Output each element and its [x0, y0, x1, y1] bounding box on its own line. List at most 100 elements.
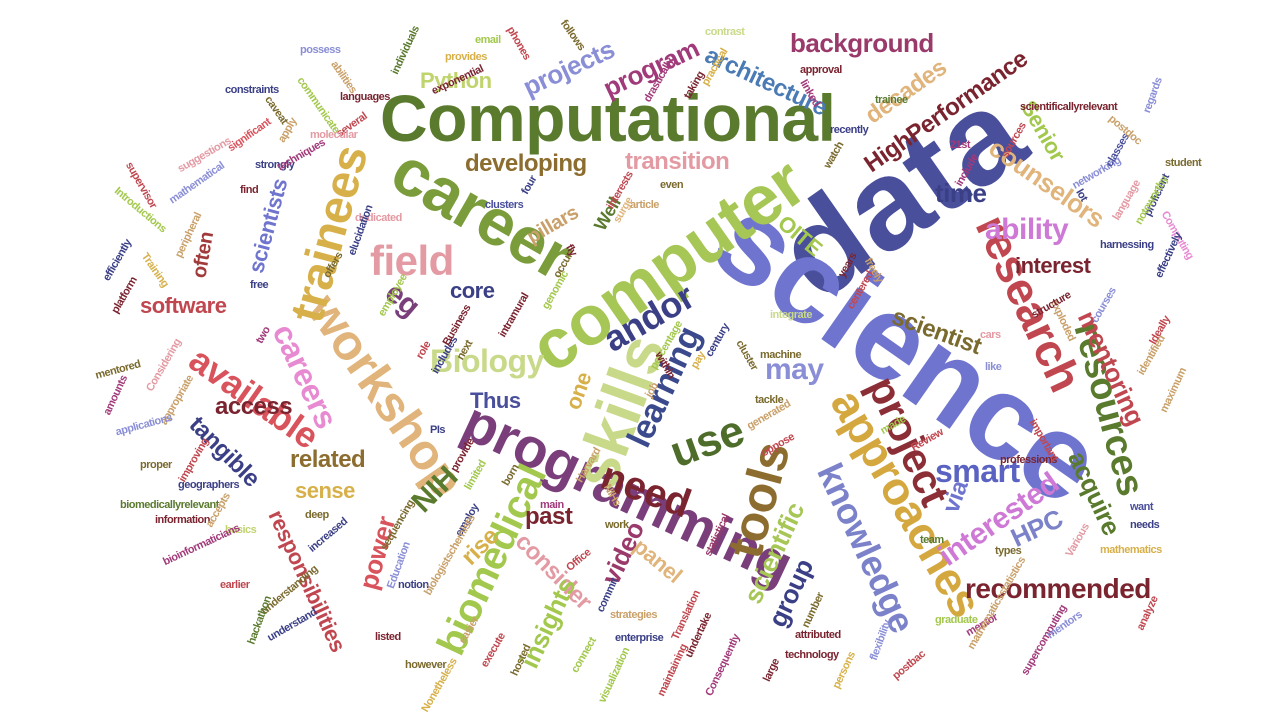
cloud-word: connect — [569, 635, 599, 676]
cloud-word: listed — [375, 631, 401, 643]
cloud-word: sense — [295, 478, 355, 503]
cloud-word: student — [1165, 157, 1202, 169]
cloud-word: may — [765, 353, 824, 386]
cloud-word: past — [525, 503, 573, 530]
cloud-word: proper — [140, 459, 172, 471]
cloud-word: work — [605, 519, 629, 531]
cloud-word: Various — [1063, 521, 1092, 559]
cloud-word: trainee — [875, 94, 908, 106]
cloud-word: Python — [420, 68, 492, 93]
cloud-word: possess — [300, 44, 341, 56]
cloud-word: Consequently — [703, 632, 743, 699]
cloud-word: constraints — [225, 84, 279, 96]
cloud-word: recently — [830, 124, 869, 136]
cloud-word: machine — [760, 349, 802, 361]
cloud-word: Computational — [380, 81, 836, 155]
cloud-word: like — [985, 361, 1002, 373]
cloud-word: smart — [935, 453, 1020, 489]
cloud-word: maximum — [1157, 366, 1190, 415]
cloud-word: earlier — [220, 579, 250, 591]
cloud-word: even — [660, 179, 684, 191]
cloud-word: communicate — [294, 74, 342, 136]
cloud-word: notion — [398, 579, 429, 591]
cloud-word: 21st — [950, 139, 971, 151]
cloud-word: postbac — [890, 648, 928, 683]
cloud-word: execute — [478, 631, 508, 670]
cloud-word: professions — [1000, 454, 1057, 466]
cloud-word: core — [450, 278, 495, 303]
cloud-word: information — [155, 514, 211, 526]
cloud-word: needs — [1130, 519, 1160, 531]
cloud-word: use — [663, 405, 751, 478]
cloud-word: want — [1130, 501, 1154, 513]
cloud-word: developing — [465, 150, 587, 177]
cloud-word: Biology — [430, 343, 544, 379]
cloud-word: regards — [1141, 75, 1165, 115]
cloud-word: however — [405, 659, 447, 671]
cloud-word: tackle — [755, 394, 784, 406]
cloud-word: PIs — [430, 424, 446, 436]
cloud-word: increased — [306, 515, 350, 555]
cloud-word: visualization — [596, 645, 633, 705]
cloud-word: field — [370, 237, 454, 284]
cloud-word: harnessing — [1100, 239, 1154, 251]
cloud-word: flexibility — [867, 618, 894, 663]
cloud-word: large — [760, 656, 782, 684]
cloud-word: team — [920, 534, 944, 546]
cloud-word: four — [519, 173, 540, 197]
cloud-word: biomedicallyrelevant — [120, 499, 219, 511]
cloud-word: effectively — [1153, 230, 1185, 280]
cloud-word: maintaining — [655, 642, 690, 699]
cloud-word: Office — [564, 546, 594, 574]
cloud-word: individuals — [389, 24, 422, 77]
cloud-word: interest — [1015, 253, 1091, 278]
cloud-word: century — [703, 321, 732, 359]
cloud-word: phones — [504, 24, 533, 62]
cloud-word: email — [475, 34, 501, 46]
cloud-word: main — [540, 499, 564, 511]
cloud-word: free — [250, 279, 269, 291]
cloud-word: time — [935, 178, 987, 208]
cloud-word: improving — [176, 436, 212, 485]
cloud-word: bioinformaticians — [161, 522, 242, 569]
cloud-word: languages — [340, 91, 390, 103]
cloud-word: transition — [625, 148, 730, 175]
cloud-word: enterprise — [615, 632, 664, 644]
cloud-word: significant — [225, 115, 274, 155]
cloud-word: platform — [109, 274, 140, 316]
cloud-word: article — [630, 199, 659, 211]
cloud-word: applications — [114, 411, 174, 439]
cloud-word: dedicated — [355, 212, 402, 224]
cloud-word: software — [140, 293, 227, 318]
cloud-word: Training — [138, 250, 171, 290]
cloud-word: deep — [305, 509, 329, 521]
cloud-word: mathematics — [1100, 544, 1162, 556]
cloud-word: molecular — [310, 129, 358, 141]
cloud-word: background — [790, 28, 934, 58]
cloud-word: access — [215, 393, 293, 420]
cloud-word: supercomputing — [1019, 602, 1070, 678]
cloud-word: understand — [265, 606, 319, 644]
cloud-word: related — [290, 446, 366, 473]
cloud-word: Thus — [470, 388, 521, 413]
cloud-word: follows — [557, 17, 588, 53]
cloud-word: contrast — [705, 26, 745, 38]
cloud-word: cluster — [733, 338, 761, 373]
cloud-word: strategies — [610, 609, 657, 621]
cloud-word: clusters — [485, 199, 524, 211]
cloud-word: ability — [985, 213, 1069, 246]
cloud-word: technology — [785, 649, 839, 661]
cloud-word: provides — [445, 51, 487, 63]
cloud-word: scientificallyrelevant — [1020, 101, 1118, 113]
cloud-word: integrate — [770, 309, 812, 321]
cloud-word: basics — [225, 524, 257, 536]
cloud-word: attributed — [795, 629, 841, 641]
cloud-word: geographers — [178, 479, 240, 491]
cloud-word: recommended — [965, 573, 1151, 604]
cloud-word: amounts — [101, 373, 131, 418]
cloud-word: types — [995, 545, 1022, 557]
cloud-word: cars — [980, 329, 1001, 341]
cloud-word: find — [240, 184, 259, 196]
cloud-word: strongly — [255, 159, 295, 171]
